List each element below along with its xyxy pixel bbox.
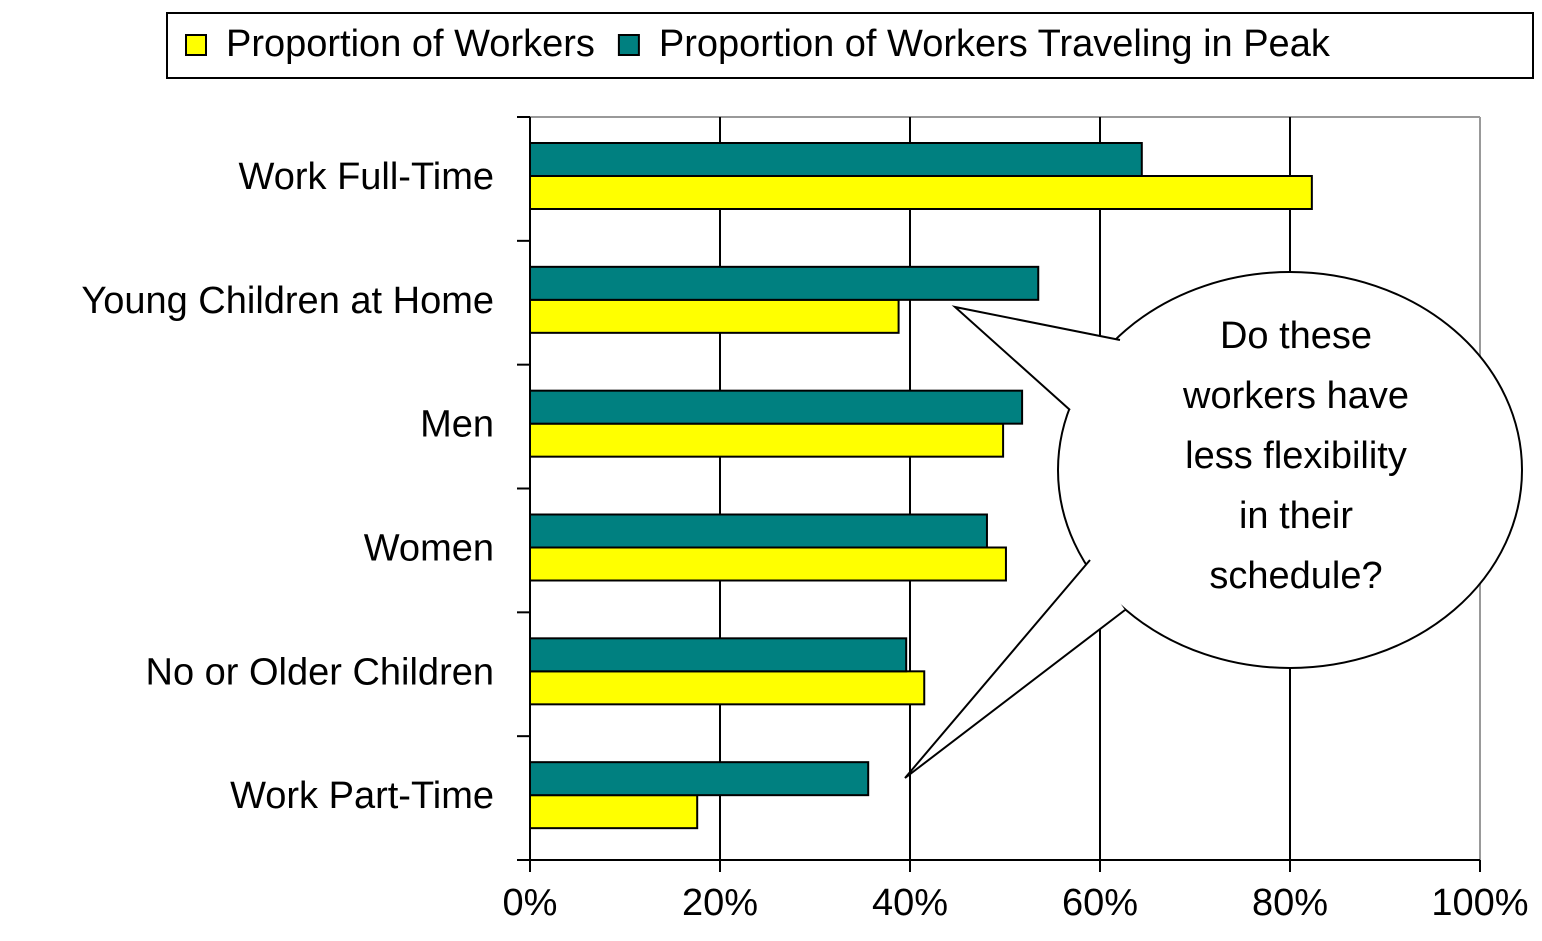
bar	[529, 175, 1313, 210]
bar	[529, 761, 870, 797]
callout-text: in their	[1239, 495, 1353, 537]
bar	[529, 637, 908, 673]
bar	[529, 298, 900, 334]
x-tick-label: 60%	[1062, 882, 1138, 924]
x-tick-label: 0%	[503, 882, 558, 924]
x-tick-label: 40%	[872, 882, 948, 924]
y-tick-label: Work Full-Time	[239, 156, 494, 198]
y-tick-label: Men	[420, 404, 494, 446]
legend-box	[166, 12, 1534, 79]
callout: Do these workers have less flexibility in t…	[904, 271, 1523, 779]
bar	[529, 794, 699, 830]
callout-text: Do these	[1220, 315, 1372, 357]
y-tick-label: Women	[364, 527, 494, 569]
legend-label: Proportion of Workers Traveling in Peak	[659, 23, 1331, 65]
bar	[529, 546, 1007, 582]
callout-tail	[904, 559, 1126, 779]
callout-tail	[951, 305, 1121, 411]
legend-swatch	[617, 34, 640, 56]
bar	[529, 670, 926, 706]
legend-label: Proportion of Workers	[226, 23, 595, 65]
bar	[529, 422, 1005, 458]
callout-text: workers have	[1182, 375, 1409, 417]
x-tick-label: 20%	[682, 882, 758, 924]
bar	[529, 142, 1143, 177]
legend-swatch	[185, 34, 207, 56]
y-tick-label: Work Part-Time	[230, 775, 494, 817]
x-tick-label: 100%	[1431, 882, 1528, 924]
y-tick-label: Young Children at Home	[81, 280, 494, 322]
bar	[529, 513, 988, 549]
callout-text: less flexibility	[1185, 435, 1407, 477]
y-tick-label: No or Older Children	[146, 651, 494, 693]
callout-text: schedule?	[1209, 555, 1382, 597]
bar	[529, 265, 1040, 301]
callout-bubble	[1057, 271, 1523, 669]
x-tick-label: 80%	[1252, 882, 1328, 924]
bar	[529, 389, 1024, 425]
